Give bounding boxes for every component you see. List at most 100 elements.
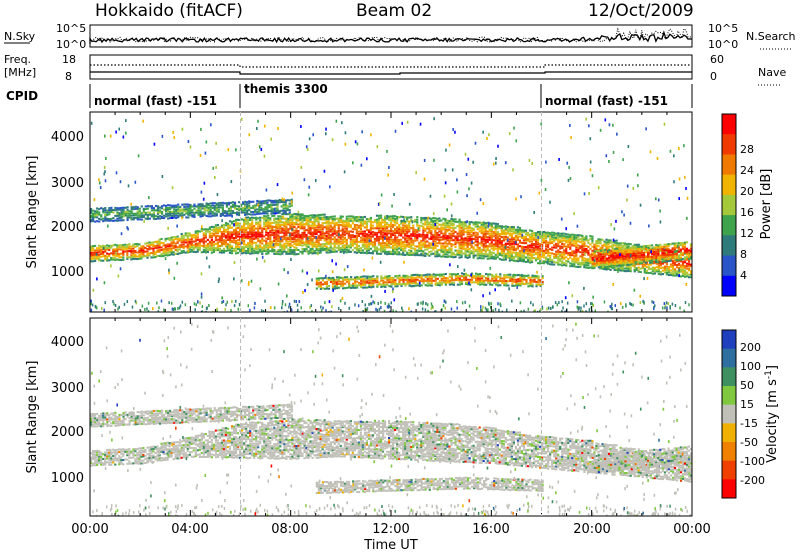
echo-cell bbox=[394, 242, 397, 245]
echo-cell bbox=[164, 208, 168, 211]
echo-cell bbox=[460, 223, 463, 226]
echo-cell bbox=[315, 287, 318, 290]
echo-cell bbox=[257, 225, 260, 228]
echo-cell bbox=[331, 285, 335, 288]
echo-cell bbox=[178, 237, 181, 240]
echo-cell bbox=[508, 255, 511, 258]
echo-cell bbox=[283, 227, 286, 231]
echo-cell bbox=[573, 260, 576, 264]
echo-cell bbox=[108, 244, 111, 247]
echo-cell bbox=[297, 234, 300, 237]
echo-cell bbox=[534, 259, 538, 262]
echo-cell bbox=[529, 279, 532, 282]
echo-cell bbox=[426, 231, 429, 234]
echo-cell bbox=[197, 207, 200, 210]
echo-cell bbox=[266, 212, 269, 215]
echo-cell bbox=[259, 245, 262, 249]
echo-cell bbox=[494, 228, 497, 231]
echo-cell bbox=[675, 266, 679, 269]
echo-cell bbox=[545, 245, 548, 248]
echo-cell bbox=[385, 232, 389, 235]
echo-cell bbox=[265, 248, 268, 251]
echo-cell bbox=[179, 209, 182, 212]
echo-cell bbox=[591, 254, 594, 257]
echo-cell bbox=[377, 219, 381, 222]
echo-cell bbox=[683, 273, 687, 276]
echo-cell bbox=[515, 280, 518, 283]
echo-cell bbox=[203, 208, 206, 211]
echo-cell bbox=[251, 222, 254, 226]
echo-cell bbox=[104, 213, 107, 217]
echo-cell bbox=[501, 281, 504, 284]
echo-cell bbox=[685, 265, 689, 268]
echo-cell bbox=[297, 252, 300, 256]
echo-cell bbox=[470, 227, 473, 230]
echo-cell bbox=[166, 249, 169, 252]
echo-cell bbox=[265, 237, 268, 240]
echo-cell bbox=[327, 220, 330, 223]
echo-cell bbox=[559, 232, 562, 235]
echo-cell bbox=[303, 229, 306, 232]
echo-cell bbox=[200, 251, 203, 254]
echo-cell bbox=[223, 214, 226, 217]
echo-cell bbox=[249, 235, 252, 238]
echo-cell bbox=[583, 236, 586, 239]
echo-cell bbox=[142, 245, 145, 248]
echo-cell bbox=[420, 284, 423, 287]
echo-cell bbox=[462, 241, 465, 244]
echo-cell bbox=[184, 245, 187, 248]
echo-cell bbox=[501, 277, 504, 280]
echo-cell bbox=[180, 239, 183, 242]
echo-cell bbox=[434, 277, 437, 280]
echo-cell bbox=[396, 277, 399, 280]
echo-cell bbox=[116, 254, 119, 257]
echo-cell bbox=[348, 278, 351, 281]
echo-cell bbox=[228, 249, 232, 252]
echo-cell bbox=[92, 214, 95, 217]
echo-cell bbox=[216, 245, 220, 248]
echo-cell bbox=[230, 226, 234, 229]
echo-cell bbox=[152, 213, 156, 216]
echo-cell bbox=[239, 203, 243, 206]
echo-cell bbox=[347, 215, 350, 218]
echo-cell bbox=[122, 213, 125, 216]
echo-cell bbox=[327, 276, 331, 279]
echo-cell bbox=[221, 214, 224, 217]
echo-cell bbox=[603, 248, 607, 251]
echo-cell bbox=[369, 226, 373, 229]
echo-cell bbox=[243, 220, 246, 223]
echo-cell bbox=[210, 225, 214, 228]
echo-cell bbox=[368, 281, 371, 284]
echo-cell bbox=[337, 244, 340, 247]
echo-cell bbox=[212, 243, 216, 246]
echo-cell bbox=[327, 236, 330, 239]
echo-cell bbox=[216, 224, 220, 227]
echo-cell bbox=[589, 243, 592, 246]
echo-cell bbox=[488, 230, 491, 233]
echo-cell bbox=[167, 212, 170, 215]
echo-cell bbox=[369, 241, 373, 244]
echo-cell bbox=[555, 236, 558, 239]
echo-cell bbox=[191, 211, 194, 214]
echo-cell bbox=[104, 211, 107, 214]
echo-cell bbox=[227, 212, 231, 215]
echo-cell bbox=[384, 281, 387, 284]
echo-cell bbox=[381, 250, 385, 253]
echo-cell bbox=[259, 223, 262, 226]
echo-cell bbox=[355, 247, 358, 250]
echo-cell bbox=[477, 279, 480, 282]
echo-cell bbox=[508, 228, 511, 231]
echo-cell bbox=[565, 252, 568, 255]
echo-cell bbox=[363, 222, 367, 225]
echo-cell bbox=[360, 282, 363, 285]
echo-cell bbox=[424, 254, 427, 258]
echo-cell bbox=[158, 250, 161, 253]
echo-cell bbox=[116, 244, 119, 247]
echo-cell bbox=[685, 262, 689, 265]
echo-cell bbox=[341, 233, 344, 236]
echo-cell bbox=[500, 243, 503, 246]
echo-cell bbox=[235, 213, 239, 216]
echo-cell bbox=[438, 233, 441, 236]
echo-cell bbox=[464, 282, 468, 285]
echo-cell bbox=[476, 240, 479, 243]
